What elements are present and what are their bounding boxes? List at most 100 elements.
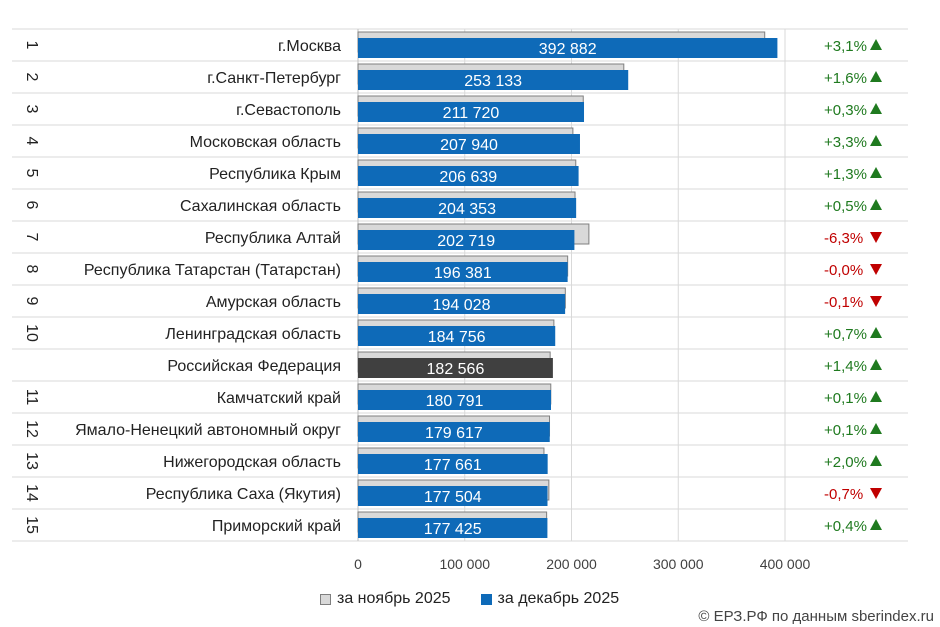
bar-december — [358, 262, 568, 282]
region-label: Московская область — [190, 134, 341, 151]
bar-december — [358, 358, 553, 378]
legend-label-december: за декабрь 2025 — [497, 590, 620, 607]
legend-swatch-december — [480, 593, 492, 605]
bar-december — [358, 422, 550, 442]
bar-december — [358, 454, 548, 474]
bar-value-label: 177 661 — [424, 457, 482, 474]
bar-december — [358, 486, 548, 506]
x-tick-label: 400 000 — [760, 556, 811, 572]
arrow-up-icon — [870, 519, 882, 530]
region-label: Ленинградская область — [165, 326, 341, 343]
change-label: +0,1% — [824, 390, 867, 407]
arrow-up-icon — [870, 455, 882, 466]
legend-item-november: за ноябрь 2025 — [320, 590, 451, 608]
arrow-down-icon — [870, 264, 882, 275]
x-tick-label: 300 000 — [653, 556, 704, 572]
change-label: -0,0% — [824, 262, 863, 279]
change-label: +2,0% — [824, 454, 867, 471]
arrow-down-icon — [870, 232, 882, 243]
x-tick-label: 200 000 — [546, 556, 597, 572]
region-label: Российская Федерация — [167, 358, 341, 375]
rank-label: 8 — [23, 265, 40, 274]
region-label: Приморский край — [212, 518, 341, 535]
rank-label: 13 — [23, 452, 40, 470]
bar-december — [358, 166, 579, 186]
change-label: +0,3% — [824, 102, 867, 119]
bar-value-label: 180 791 — [426, 393, 484, 410]
rank-label: 12 — [23, 420, 40, 438]
bar-value-label: 253 133 — [464, 73, 522, 90]
bar-value-label: 202 719 — [437, 233, 495, 250]
x-tick-label: 100 000 — [439, 556, 490, 572]
bar-december — [358, 390, 551, 410]
arrow-down-icon — [870, 296, 882, 307]
region-label: Амурская область — [206, 294, 341, 311]
change-label: +3,1% — [824, 38, 867, 55]
rank-label: 10 — [23, 324, 40, 342]
region-label: Сахалинская область — [180, 198, 341, 215]
x-tick-label: 0 — [354, 556, 362, 572]
rank-label: 3 — [23, 105, 40, 114]
bar-value-label: 179 617 — [425, 425, 483, 442]
bar-value-label: 204 353 — [438, 201, 496, 218]
bar-value-label: 177 425 — [424, 521, 482, 538]
region-label: г.Санкт-Петербург — [207, 70, 341, 87]
arrow-up-icon — [870, 359, 882, 370]
bar-december — [358, 294, 566, 314]
arrow-up-icon — [870, 199, 882, 210]
change-label: +0,5% — [824, 198, 867, 215]
arrow-up-icon — [870, 39, 882, 50]
region-label: г.Севастополь — [236, 102, 341, 119]
arrow-down-icon — [870, 488, 882, 499]
bar-december — [358, 198, 577, 218]
bar-value-label: 392 882 — [539, 41, 597, 58]
arrow-up-icon — [870, 103, 882, 114]
bar-december — [358, 326, 556, 346]
region-label: Ямало-Ненецкий автономный округ — [75, 422, 341, 439]
rank-label: 6 — [23, 201, 40, 210]
bar-december — [358, 70, 629, 90]
bar-value-label: 196 381 — [434, 265, 492, 282]
bar-value-label: 184 756 — [428, 329, 486, 346]
bar-december — [358, 102, 585, 122]
legend-swatch-november — [320, 593, 331, 605]
source-note: © ЕРЗ.РФ по данным sberindex.ru — [698, 608, 934, 625]
rank-label: 9 — [23, 297, 40, 306]
arrow-up-icon — [870, 423, 882, 434]
arrow-up-icon — [870, 327, 882, 338]
rank-label: 15 — [23, 516, 40, 534]
bar-december — [358, 518, 548, 538]
legend-label-november: за ноябрь 2025 — [337, 590, 451, 607]
rank-label: 1 — [23, 41, 40, 50]
bar-december — [358, 38, 778, 58]
change-label: +0,4% — [824, 518, 867, 535]
bar-value-label: 194 028 — [433, 297, 491, 314]
change-label: -6,3% — [824, 230, 863, 247]
bar-december — [358, 134, 580, 154]
bar-value-label: 211 720 — [443, 105, 500, 122]
change-label: +1,6% — [824, 70, 867, 87]
bar-december — [358, 230, 575, 250]
rank-label: 2 — [23, 73, 40, 82]
region-label: г.Москва — [278, 38, 341, 55]
change-label: -0,7% — [824, 486, 863, 503]
arrow-up-icon — [870, 71, 882, 82]
bar-value-label: 182 566 — [427, 361, 485, 378]
change-label: +3,3% — [824, 134, 867, 151]
region-label: Республика Алтай — [205, 230, 341, 247]
bar-value-label: 206 639 — [439, 169, 497, 186]
change-label: +0,7% — [824, 326, 867, 343]
region-label: Республика Татарстан (Татарстан) — [84, 262, 341, 279]
change-label: -0,1% — [824, 294, 863, 311]
change-label: +0,1% — [824, 422, 867, 439]
legend: за ноябрь 2025 за декабрь 2025 — [320, 590, 619, 608]
bar-value-label: 177 504 — [424, 489, 482, 506]
region-label: Нижегородская область — [163, 454, 341, 471]
change-label: +1,3% — [824, 166, 867, 183]
change-label: +1,4% — [824, 358, 867, 375]
region-label: Камчатский край — [217, 390, 341, 407]
region-label: Республика Саха (Якутия) — [146, 486, 341, 503]
region-label: Республика Крым — [209, 166, 341, 183]
rank-label: 4 — [23, 137, 40, 146]
